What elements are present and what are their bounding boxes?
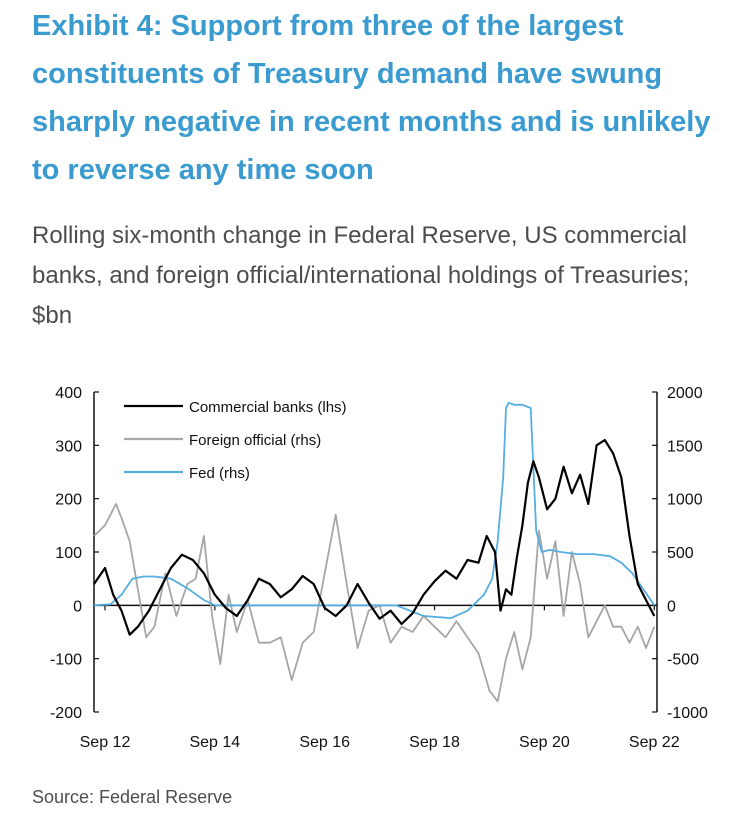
left-tick-label: 400 bbox=[55, 385, 82, 402]
exhibit-title: Exhibit 4: Support from three of the lar… bbox=[32, 10, 711, 186]
right-tick-label: -1000 bbox=[667, 705, 708, 722]
left-tick-label: 0 bbox=[73, 598, 82, 615]
chart-axes: 4003002001000-100-2002000150010005000-50… bbox=[50, 385, 708, 751]
legend-label: Foreign official (rhs) bbox=[189, 432, 321, 449]
x-tick-label: Sep 16 bbox=[299, 734, 350, 751]
x-tick-label: Sep 12 bbox=[80, 734, 131, 751]
left-tick-label: -200 bbox=[50, 705, 82, 722]
chart-subtitle: Rolling six-month change in Federal Rese… bbox=[32, 222, 690, 329]
chart-series-lines bbox=[93, 401, 656, 703]
right-tick-label: 500 bbox=[667, 545, 694, 562]
line-chart: 4003002001000-100-2002000150010005000-50… bbox=[50, 385, 708, 751]
right-tick-label: 0 bbox=[667, 598, 676, 615]
x-tick-label: Sep 14 bbox=[189, 734, 240, 751]
source-note: Source: Federal Reserve bbox=[32, 787, 233, 807]
series-line-commercial-banks bbox=[93, 438, 656, 636]
left-tick-label: 200 bbox=[55, 492, 82, 509]
right-tick-label: -500 bbox=[667, 652, 699, 669]
x-tick-label: Sep 18 bbox=[409, 734, 460, 751]
right-tick-label: 1500 bbox=[667, 438, 703, 455]
legend-label: Fed (rhs) bbox=[189, 465, 250, 482]
right-tick-label: 1000 bbox=[667, 492, 703, 509]
series-line-foreign-official bbox=[93, 503, 656, 703]
right-tick-label: 2000 bbox=[667, 385, 703, 402]
x-tick-label: Sep 20 bbox=[519, 734, 570, 751]
x-tick-label: Sep 22 bbox=[629, 734, 680, 751]
left-tick-label: -100 bbox=[50, 652, 82, 669]
legend-label: Commercial banks (lhs) bbox=[189, 399, 347, 416]
series-line-fed bbox=[93, 401, 656, 620]
left-tick-label: 100 bbox=[55, 545, 82, 562]
chart-legend: Commercial banks (lhs) Foreign official (… bbox=[124, 399, 347, 482]
left-tick-label: 300 bbox=[55, 438, 82, 455]
